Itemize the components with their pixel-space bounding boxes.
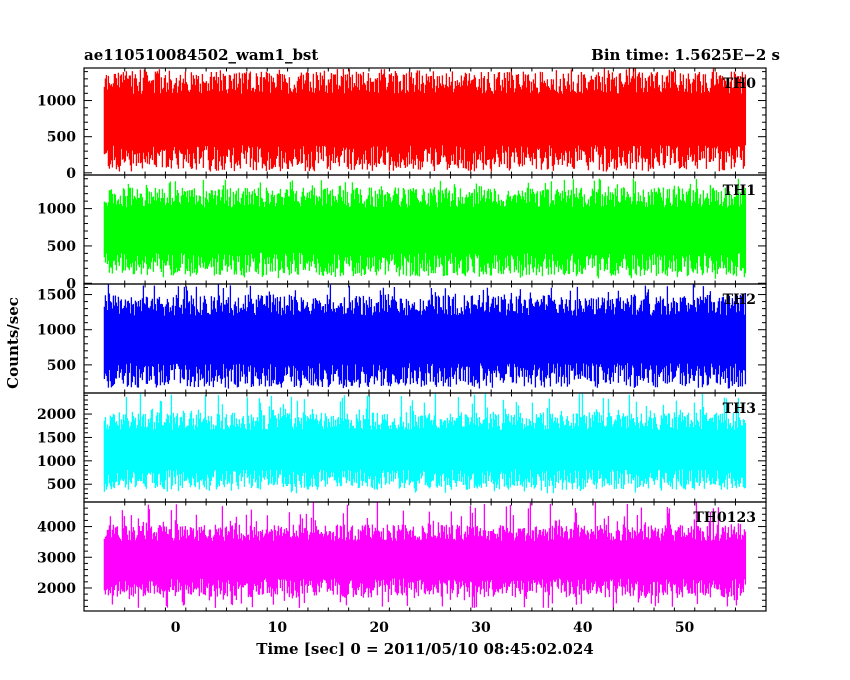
- x-tick-label: 30: [471, 620, 491, 636]
- y-tick-label: 0: [66, 166, 76, 182]
- panel-th0: 0 500 1000 TH0: [37, 67, 767, 182]
- panel-label-th0: TH0: [723, 76, 757, 92]
- x-tick-label: 40: [573, 620, 593, 636]
- x-axis-label: Time [sec] 0 = 2011/05/10 08:45:02.024: [256, 640, 593, 658]
- chart-title-right: Bin time: 1.5625E−2 s: [591, 46, 780, 64]
- y-tick-label: 500: [47, 130, 76, 146]
- panel-th1: 0 500 1000 TH1: [37, 174, 767, 292]
- trace-th1: [103, 178, 747, 279]
- y-tick-label: 4000: [37, 520, 76, 536]
- y-tick-label: 1500: [37, 288, 76, 304]
- y-tick-label: 500: [47, 358, 76, 374]
- y-tick-label: 1500: [37, 430, 76, 446]
- x-tick-label: 0: [171, 620, 181, 636]
- y-tick-label: 0: [66, 276, 76, 292]
- panel-th3: 500 1000 1500 2000 TH3: [37, 392, 767, 503]
- x-tick-label: 10: [268, 620, 288, 636]
- y-tick-label: 1000: [37, 202, 76, 218]
- panel-label-th0123: TH0123: [693, 510, 756, 526]
- panel-label-th1: TH1: [723, 183, 756, 199]
- panel-label-th2: TH2: [723, 292, 756, 308]
- x-axis: 0 10 20 30 40 50: [171, 620, 695, 636]
- y-tick-label: 1000: [37, 323, 76, 339]
- trace-th2: [103, 284, 747, 389]
- panels-group: 0 500 1000 TH0 0 500 1000 TH1 500 1000 1500 TH2 500 1…: [37, 67, 767, 612]
- x-tick-label: 20: [369, 620, 389, 636]
- y-tick-label: 3000: [37, 550, 76, 566]
- panel-label-th3: TH3: [723, 401, 756, 417]
- trace-th3: [103, 393, 747, 494]
- y-tick-label: 1000: [37, 454, 76, 470]
- y-tick-label: 2000: [37, 581, 76, 597]
- panel-th0123: 2000 3000 4000 TH0123: [37, 501, 767, 612]
- x-tick-label: 50: [675, 620, 695, 636]
- panel-frame: [83, 501, 767, 612]
- y-tick-label: 500: [47, 239, 76, 255]
- trace-th0123: [103, 502, 747, 608]
- y-tick-label: 1000: [37, 94, 76, 110]
- y-axis-label: Counts/sec: [4, 297, 22, 389]
- y-tick-label: 500: [47, 477, 76, 493]
- panel-th2: 500 1000 1500 TH2: [37, 283, 767, 394]
- chart-title-left: ae110510084502_wam1_bst: [84, 46, 318, 64]
- trace-th0: [103, 68, 747, 172]
- y-tick-label: 2000: [37, 407, 76, 423]
